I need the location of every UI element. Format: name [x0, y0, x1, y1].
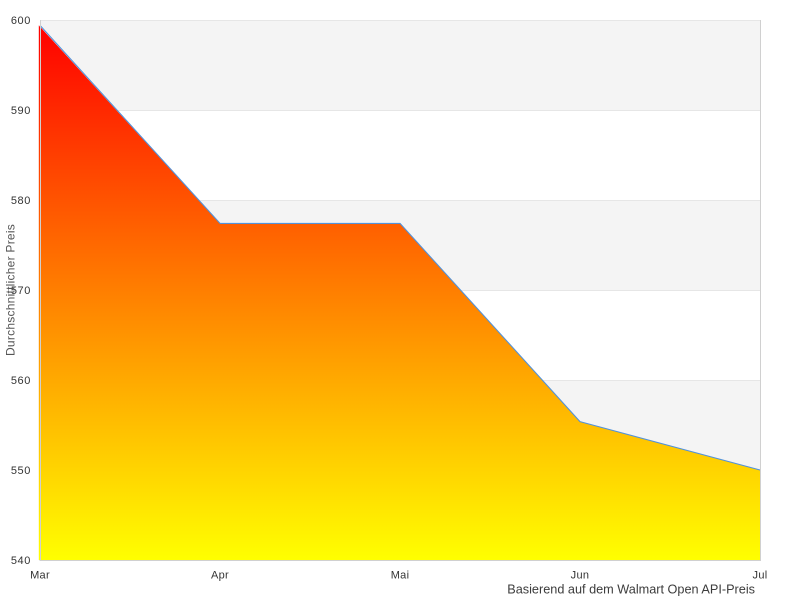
svg-text:Basierend auf dem Walmart Open: Basierend auf dem Walmart Open API-Preis: [507, 583, 755, 597]
svg-text:Mar: Mar: [30, 570, 50, 582]
svg-text:570: 570: [11, 285, 31, 297]
svg-text:560: 560: [11, 375, 31, 387]
svg-text:Mai: Mai: [391, 570, 410, 582]
svg-text:580: 580: [11, 195, 31, 207]
svg-text:Jun: Jun: [571, 570, 590, 582]
svg-text:Apr: Apr: [211, 570, 229, 582]
svg-text:550: 550: [11, 465, 31, 477]
svg-text:590: 590: [11, 105, 31, 117]
svg-text:600: 600: [11, 15, 31, 27]
svg-text:Jul: Jul: [753, 570, 768, 582]
svg-text:540: 540: [11, 555, 31, 567]
svg-text:Durchschnittlicher Preis: Durchschnittlicher Preis: [4, 224, 18, 356]
